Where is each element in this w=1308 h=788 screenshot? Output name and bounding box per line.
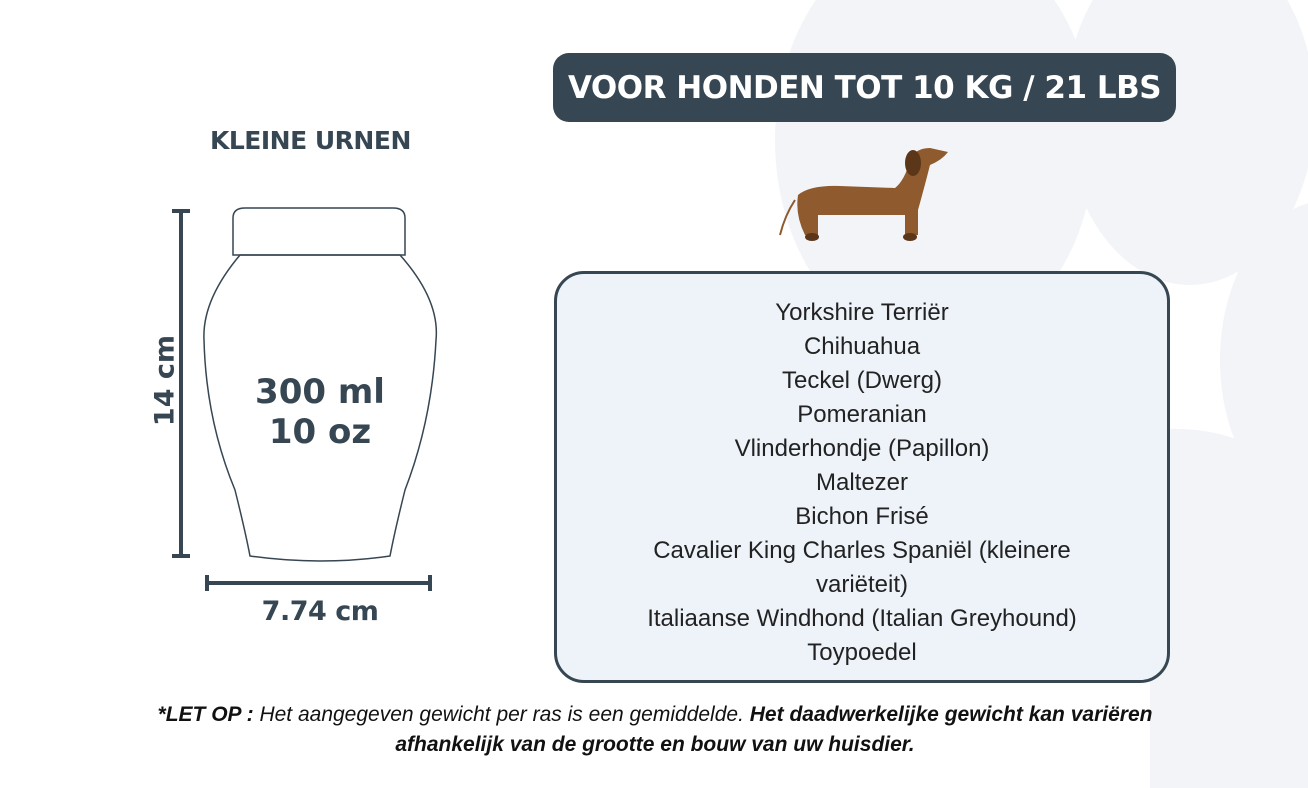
- breed-item: Maltezer: [815, 469, 909, 496]
- note-regular: Het aangegeven gewicht per ras is een ge…: [253, 703, 750, 726]
- note-bold: Het daadwerkelijke gewicht kan variëren …: [395, 703, 1153, 756]
- breed-item: Pomeranian: [797, 401, 927, 428]
- breed-item: Chihuahua: [803, 333, 921, 360]
- urn-size-label: KLEINE URNEN: [210, 126, 411, 155]
- breed-item: Yorkshire Terriër: [775, 299, 949, 326]
- urn-width: 7.74 cm: [261, 596, 379, 627]
- weight-class-title: VOOR HONDEN TOT 10 KG / 21 LBS: [553, 53, 1176, 122]
- breed-item: Italiaanse Windhond (Italian Greyhound): [647, 605, 1077, 632]
- dimension-lines: [172, 209, 432, 591]
- disclaimer-note: *LET OP : Het aangegeven gewicht per ras…: [150, 700, 1160, 760]
- breed-item: Vlinderhondje (Papillon): [734, 435, 990, 462]
- breed-list: Yorkshire Terriër Chihuahua Teckel (Dwer…: [554, 271, 1170, 683]
- urn-volume: 300 ml 10 oz: [200, 372, 440, 452]
- volume-ml: 300 ml: [255, 372, 385, 412]
- breed-item: Teckel (Dwerg): [781, 367, 943, 394]
- breed-item: Bichon Frisé: [795, 503, 929, 530]
- breed-item: Toypoedel: [807, 639, 917, 666]
- breed-item: Cavalier King Charles Spaniël (kleinere …: [653, 537, 1071, 598]
- volume-oz: 10 oz: [268, 412, 372, 452]
- note-prefix: *LET OP :: [157, 703, 254, 726]
